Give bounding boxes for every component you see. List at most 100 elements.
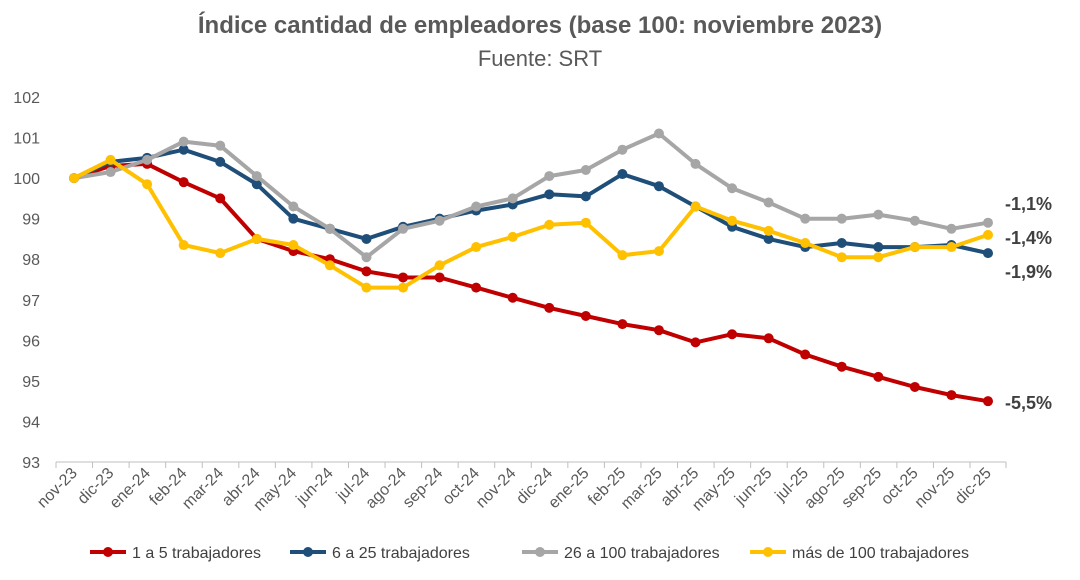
data-point bbox=[617, 144, 628, 155]
y-tick-label: 93 bbox=[22, 455, 40, 472]
data-point bbox=[836, 361, 847, 372]
x-tick-label: sep-25 bbox=[839, 465, 886, 512]
legend-swatch-marker bbox=[103, 547, 113, 557]
legend-label: 6 a 25 trabajadores bbox=[332, 545, 470, 562]
series-end-label: -1,4% bbox=[1005, 228, 1052, 248]
data-point bbox=[398, 272, 409, 283]
data-point bbox=[617, 319, 628, 330]
data-point bbox=[983, 396, 993, 407]
data-point bbox=[324, 260, 335, 271]
data-point bbox=[983, 229, 993, 240]
data-point bbox=[836, 213, 847, 224]
y-tick-label: 94 bbox=[22, 414, 40, 431]
data-point bbox=[361, 252, 372, 263]
data-point bbox=[617, 250, 628, 261]
data-point bbox=[873, 252, 884, 263]
data-point bbox=[544, 189, 555, 200]
legend-label: 1 a 5 trabajadores bbox=[132, 545, 261, 562]
x-tick-label: jun-24 bbox=[293, 465, 337, 509]
data-point bbox=[434, 260, 445, 271]
data-point bbox=[288, 201, 299, 212]
x-tick-label: nov-24 bbox=[473, 465, 520, 512]
data-point bbox=[178, 240, 189, 251]
data-point bbox=[398, 223, 409, 234]
y-tick-label: 95 bbox=[22, 374, 40, 391]
x-tick-label: sep-24 bbox=[400, 465, 447, 512]
data-point bbox=[690, 201, 701, 212]
data-point bbox=[909, 242, 920, 253]
x-tick-label: mar-25 bbox=[618, 465, 666, 513]
x-tick-label: nov-23 bbox=[34, 465, 81, 512]
series-line bbox=[72, 161, 990, 404]
data-point bbox=[251, 171, 262, 182]
data-point bbox=[361, 266, 372, 277]
data-point bbox=[653, 246, 664, 257]
y-tick-label: 96 bbox=[22, 333, 40, 350]
data-point bbox=[544, 219, 555, 230]
x-tick-label: ago-25 bbox=[801, 465, 848, 512]
data-point bbox=[800, 213, 811, 224]
data-point bbox=[653, 325, 664, 336]
series-line bbox=[72, 131, 990, 260]
data-point bbox=[178, 177, 189, 188]
data-point bbox=[727, 183, 738, 194]
data-point bbox=[69, 173, 79, 184]
data-point bbox=[434, 272, 445, 283]
data-point bbox=[727, 329, 738, 340]
legend-label: 26 a 100 trabajadores bbox=[564, 545, 720, 562]
data-point bbox=[653, 128, 664, 139]
data-point bbox=[215, 193, 226, 204]
chart-subtitle: Fuente: SRT bbox=[477, 46, 603, 71]
data-point bbox=[690, 158, 701, 169]
data-point bbox=[178, 144, 189, 155]
data-point bbox=[251, 179, 262, 190]
data-point bbox=[215, 248, 226, 259]
series-end-label: -5,5% bbox=[1005, 393, 1052, 413]
y-tick-label: 98 bbox=[22, 252, 40, 269]
data-point bbox=[324, 223, 335, 234]
data-point bbox=[361, 282, 372, 293]
data-point bbox=[873, 242, 884, 253]
x-tick-label: dic-25 bbox=[952, 465, 995, 508]
data-point bbox=[909, 215, 920, 226]
data-point bbox=[873, 371, 884, 382]
data-point bbox=[471, 242, 482, 253]
data-point bbox=[105, 167, 116, 178]
data-point bbox=[690, 337, 701, 348]
data-point bbox=[142, 179, 153, 190]
data-point bbox=[653, 181, 664, 192]
data-point bbox=[946, 242, 957, 253]
data-point bbox=[580, 165, 591, 175]
data-point bbox=[946, 223, 957, 234]
data-point bbox=[288, 240, 299, 251]
data-point bbox=[909, 381, 920, 392]
data-point bbox=[544, 302, 555, 313]
series-line bbox=[72, 147, 990, 256]
legend-swatch-marker bbox=[763, 547, 773, 557]
y-tick-label: 101 bbox=[13, 131, 40, 148]
data-point bbox=[288, 213, 299, 224]
data-point bbox=[836, 252, 847, 263]
x-tick-label: ene-24 bbox=[107, 465, 154, 512]
data-point bbox=[580, 191, 591, 202]
data-point bbox=[873, 209, 884, 220]
data-point bbox=[763, 233, 774, 244]
data-point bbox=[215, 140, 226, 151]
data-point bbox=[434, 215, 445, 226]
data-point bbox=[983, 248, 993, 259]
data-point bbox=[215, 156, 226, 167]
data-point bbox=[471, 282, 482, 293]
data-point bbox=[251, 233, 262, 244]
data-point bbox=[763, 225, 774, 236]
data-point bbox=[398, 282, 409, 293]
data-point bbox=[580, 311, 591, 321]
data-point bbox=[836, 238, 847, 248]
data-point bbox=[617, 169, 628, 180]
data-point bbox=[507, 231, 518, 242]
x-tick-label: ene-25 bbox=[545, 465, 592, 512]
data-point bbox=[727, 215, 738, 226]
data-point bbox=[983, 217, 993, 228]
data-point bbox=[800, 349, 811, 360]
series-line bbox=[72, 157, 990, 290]
